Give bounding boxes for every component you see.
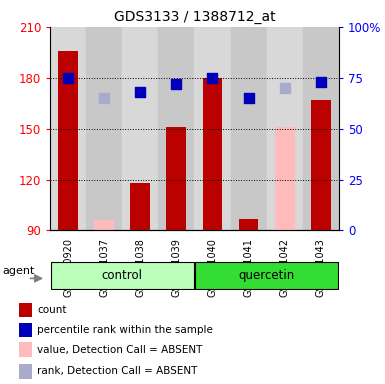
FancyBboxPatch shape — [195, 262, 338, 290]
Bar — [311, 100, 331, 230]
Bar — [158, 27, 194, 230]
Bar — [19, 303, 32, 317]
Bar — [19, 343, 32, 357]
Point — [281, 85, 288, 91]
Bar — [303, 27, 339, 230]
Bar — [266, 27, 303, 230]
Text: control: control — [102, 269, 143, 282]
Point — [209, 74, 216, 81]
Bar — [86, 27, 122, 230]
Text: quercetin: quercetin — [238, 269, 295, 282]
Text: percentile rank within the sample: percentile rank within the sample — [37, 325, 213, 335]
Bar — [19, 364, 32, 379]
Bar — [194, 27, 231, 230]
Bar — [203, 78, 223, 230]
Point — [173, 81, 179, 87]
Bar — [239, 218, 258, 230]
Bar — [275, 127, 295, 230]
FancyBboxPatch shape — [51, 262, 194, 290]
Bar — [58, 51, 78, 230]
Text: agent: agent — [3, 266, 35, 276]
Point — [101, 95, 107, 101]
Bar — [94, 220, 114, 230]
Text: count: count — [37, 305, 67, 315]
Point — [137, 89, 143, 95]
Point — [318, 79, 324, 85]
Bar — [231, 27, 266, 230]
Bar — [19, 323, 32, 337]
Title: GDS3133 / 1388712_at: GDS3133 / 1388712_at — [114, 10, 275, 25]
Bar — [166, 127, 186, 230]
Point — [246, 95, 252, 101]
Bar — [50, 27, 86, 230]
Bar — [131, 183, 150, 230]
Text: value, Detection Call = ABSENT: value, Detection Call = ABSENT — [37, 345, 203, 355]
Bar — [122, 27, 158, 230]
Text: rank, Detection Call = ABSENT: rank, Detection Call = ABSENT — [37, 366, 198, 376]
Point — [65, 74, 71, 81]
